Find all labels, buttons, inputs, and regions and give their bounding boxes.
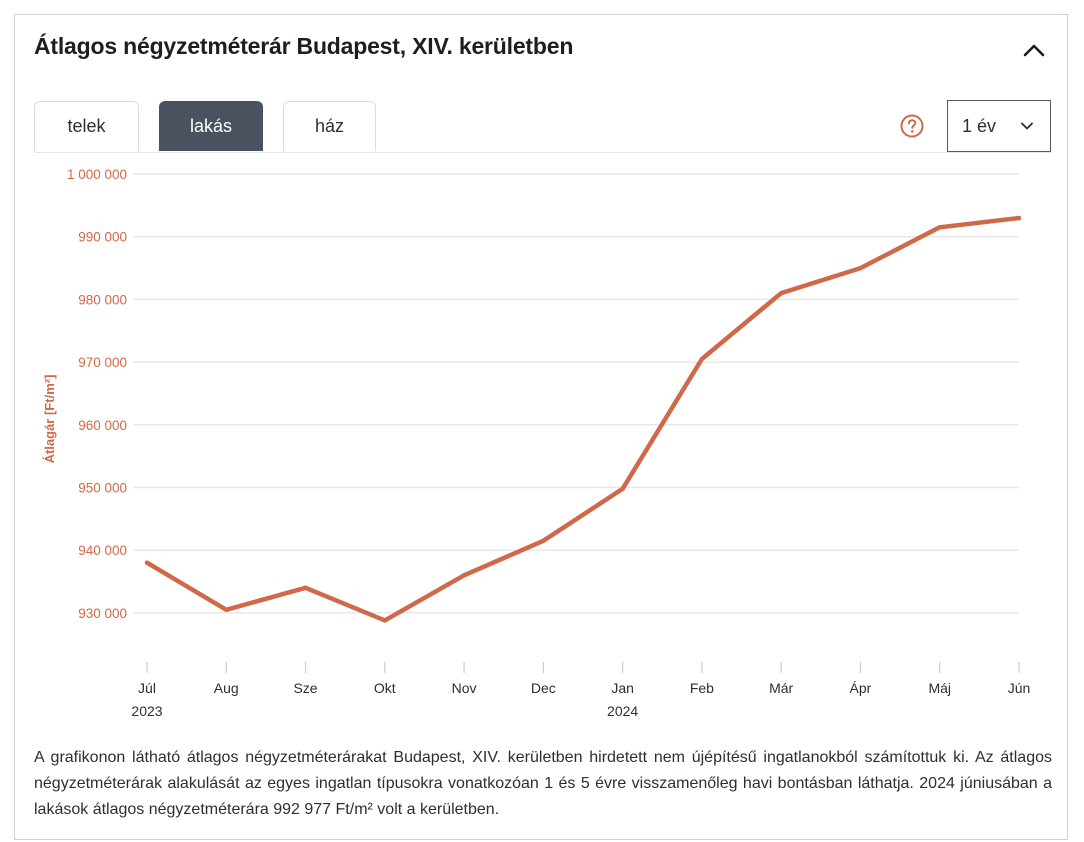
card-title: Átlagos négyzetméterár Budapest, XIV. ke… xyxy=(34,33,574,59)
x-axis-ticks: Júl 2023 Aug Sze Okt Nov Dec Jan 2024 Feb Már Ápr Má… xyxy=(131,662,1030,719)
y-axis-label: Átlagár [Ft/m²] xyxy=(42,375,57,464)
series-layer xyxy=(144,215,1022,623)
y-tick-label: 990 000 xyxy=(78,230,127,245)
chart-description: A grafikonon látható átlagos négyzetméte… xyxy=(34,749,1052,818)
y-tick-label: 970 000 xyxy=(78,355,127,370)
x-tick-label: Nov xyxy=(452,680,477,696)
x-tick-label: Ápr xyxy=(850,680,872,696)
period-select[interactable]: 1 év xyxy=(947,100,1051,152)
x-tick-label: Júl xyxy=(138,680,156,696)
y-tick-label: 1 000 000 xyxy=(67,167,127,182)
data-point[interactable] xyxy=(1016,215,1022,221)
property-type-tabs: telek lakás ház xyxy=(34,101,396,153)
y-tick-label: 940 000 xyxy=(78,543,127,558)
data-point[interactable] xyxy=(858,265,863,271)
tab-divider xyxy=(34,152,1051,153)
x-tick-label: Okt xyxy=(374,680,396,696)
x-tick-label: Dec xyxy=(531,680,556,696)
series-line xyxy=(144,215,1022,623)
x-tick-label: Jan xyxy=(611,680,634,696)
data-point[interactable] xyxy=(461,573,467,578)
tab-haz[interactable]: ház xyxy=(283,101,376,151)
data-point[interactable] xyxy=(778,290,784,296)
x-tick-label: Már xyxy=(769,680,793,696)
data-point[interactable] xyxy=(382,618,388,623)
x-tick-label: Jún xyxy=(1008,680,1031,696)
x-tick-label: Sze xyxy=(293,680,317,696)
data-point[interactable] xyxy=(699,356,705,362)
price-card: Átlagos négyzetméterár Budapest, XIV. ke… xyxy=(14,14,1068,840)
data-point[interactable] xyxy=(620,486,625,491)
y-axis-ticks: 1 000 000 990 000 980 000 970 000 960 000 950… xyxy=(67,167,127,621)
tab-telek[interactable]: telek xyxy=(34,101,139,151)
x-tick-year: 2023 xyxy=(131,703,162,719)
y-tick-label: 980 000 xyxy=(78,292,127,307)
chevron-down-icon xyxy=(1021,122,1033,130)
x-tick-label: Feb xyxy=(690,680,714,696)
question-circle-icon[interactable] xyxy=(900,114,924,138)
data-point[interactable] xyxy=(937,225,942,230)
period-select-value: 1 év xyxy=(962,115,997,136)
x-tick-year: 2024 xyxy=(607,703,638,719)
tab-lakas[interactable]: lakás xyxy=(159,101,263,151)
data-point[interactable] xyxy=(541,538,546,543)
data-point[interactable] xyxy=(144,560,150,565)
y-tick-label: 930 000 xyxy=(78,606,127,621)
chevron-up-icon[interactable] xyxy=(1019,37,1049,63)
x-tick-label: Máj xyxy=(928,680,951,696)
grid-lines xyxy=(133,173,1019,614)
data-point[interactable] xyxy=(224,607,229,612)
data-point[interactable] xyxy=(303,585,308,591)
y-tick-label: 950 000 xyxy=(78,481,127,496)
x-tick-label: Aug xyxy=(214,680,239,696)
y-tick-label: 960 000 xyxy=(78,418,127,433)
